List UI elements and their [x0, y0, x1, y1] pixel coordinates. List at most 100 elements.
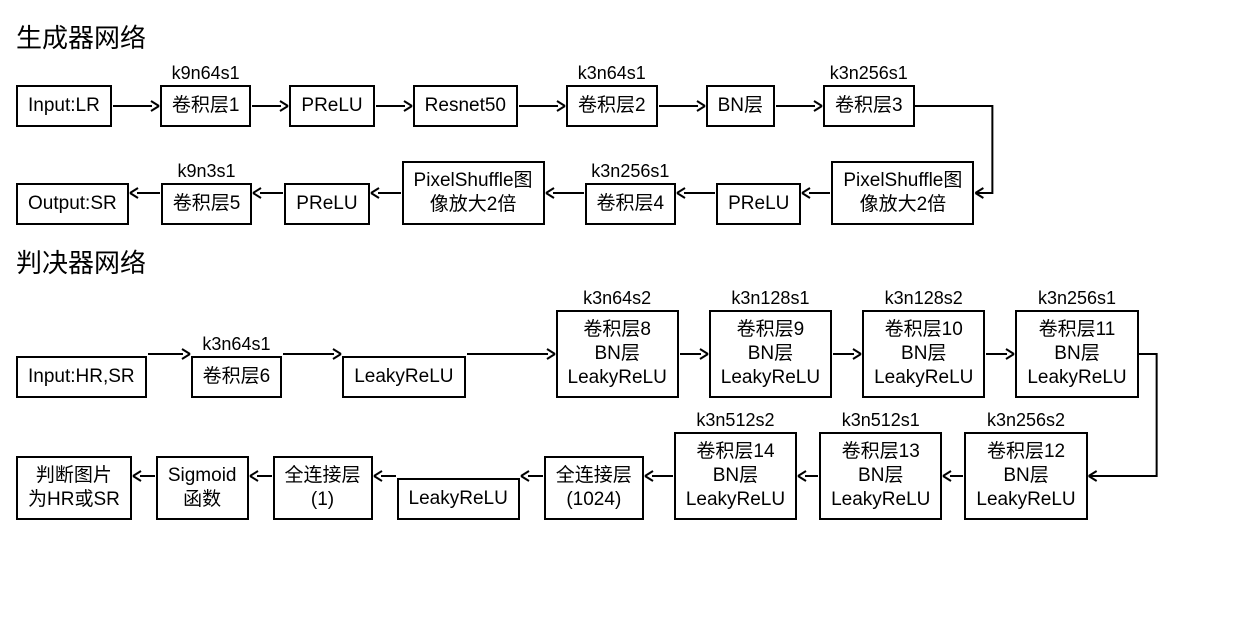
gen-r2-node-3: .PixelShuffle图像放大2倍	[402, 139, 545, 225]
gen-r1-box-2-line-0: PReLU	[301, 94, 362, 118]
dis-r2-box-7: 卷积层12BN层LeakyReLU	[964, 432, 1087, 520]
arrow-right	[518, 85, 566, 127]
arrow-left	[370, 161, 402, 225]
gen-r1-node-1: k9n64s1卷积层1	[160, 63, 252, 127]
arrow-left	[132, 432, 156, 520]
arrow-left	[373, 432, 397, 520]
dis-r2-box-0: 判断图片为HR或SR	[16, 456, 132, 520]
dis-r1-box-2-line-0: LeakyReLU	[354, 365, 453, 389]
dis-r1-node-6: k3n256s1卷积层11BN层LeakyReLU	[1015, 288, 1138, 398]
arrow-left	[545, 161, 585, 225]
dis-r1-node-4: k3n128s1卷积层9BN层LeakyReLU	[709, 288, 832, 398]
dis-r1-box-6: 卷积层11BN层LeakyReLU	[1015, 310, 1138, 398]
dis-r2-box-4-line-1: (1024)	[556, 488, 632, 512]
arrow-right	[832, 310, 862, 398]
dis-r1-node-3: k3n64s2卷积层8BN层LeakyReLU	[556, 288, 679, 398]
arrow-left	[797, 432, 819, 520]
arrow-left	[249, 432, 273, 520]
gen-r1-box-0: Input:LR	[16, 85, 112, 127]
dis-r1-box-3: 卷积层8BN层LeakyReLU	[556, 310, 679, 398]
dis-r1-box-1: 卷积层6	[191, 356, 283, 398]
gen-r1-box-2: PReLU	[289, 85, 374, 127]
dis-r1-toplabel-5: k3n128s2	[885, 288, 963, 308]
dis-r2-box-4: 全连接层(1024)	[544, 456, 644, 520]
gen-r2-node-0: .Output:SR	[16, 161, 129, 225]
gen-r1-box-5-line-0: BN层	[718, 94, 763, 118]
arrow-right	[112, 85, 160, 127]
arrow-left	[801, 161, 831, 225]
dis-r2-node-7: k3n256s2卷积层12BN层LeakyReLU	[964, 410, 1087, 520]
gen-r1-node-6: k3n256s1卷积层3	[823, 63, 915, 127]
gen-r2-node-4: k3n256s1卷积层4	[585, 161, 677, 225]
gen-r2-box-1-line-0: 卷积层5	[173, 192, 241, 216]
gen-r2-box-6: PixelShuffle图像放大2倍	[831, 161, 974, 225]
gen-r2-box-5-line-0: PReLU	[728, 192, 789, 216]
gen-r1-box-5: BN层	[706, 85, 775, 127]
arrow-left	[644, 432, 674, 520]
dis-r1-toplabel-1: k3n64s1	[202, 334, 270, 354]
dis-r1-box-1-line-0: 卷积层6	[203, 365, 271, 389]
arrow-right	[375, 85, 413, 127]
dis-r1-box-0: Input:HR,SR	[16, 356, 147, 398]
dis-r2-box-1-line-1: 函数	[168, 488, 237, 512]
dis-r1-box-3-line-1: BN层	[568, 342, 667, 366]
dis-r1-box-3-line-2: LeakyReLU	[568, 366, 667, 390]
gen-r2-node-2: .PReLU	[284, 161, 369, 225]
dis-r2-toplabel-7: k3n256s2	[987, 410, 1065, 430]
dis-r2-box-1-line-0: Sigmoid	[168, 464, 237, 488]
arrow-right	[147, 310, 191, 398]
gen-r1-node-0: .Input:LR	[16, 63, 112, 127]
dis-r1-box-4-line-0: 卷积层9	[721, 318, 820, 342]
dis-r1-box-6-line-2: LeakyReLU	[1027, 366, 1126, 390]
gen-r1-node-4: k3n64s1卷积层2	[566, 63, 658, 127]
gen-r1-node-2: .PReLU	[289, 63, 374, 127]
dis-r2-box-5-line-1: BN层	[686, 464, 785, 488]
dis-r1-node-2: .LeakyReLU	[342, 334, 465, 398]
discriminator-title: 判决器网络	[16, 243, 1223, 280]
arrow-right	[251, 85, 289, 127]
dis-r2-node-0: .判断图片为HR或SR	[16, 434, 132, 520]
generator-row-1: .Input:LRk9n64s1卷积层1.PReLU.Resnet50k3n64…	[16, 63, 1223, 127]
gen-r1-toplabel-6: k3n256s1	[830, 63, 908, 83]
gen-r1-box-1: 卷积层1	[160, 85, 252, 127]
gen-r2-node-5: .PReLU	[716, 161, 801, 225]
arrow-right	[658, 85, 706, 127]
gen-r1-node-5: .BN层	[706, 63, 775, 127]
gen-r2-box-6-line-0: PixelShuffle图	[843, 169, 962, 193]
arrow-right	[985, 310, 1015, 398]
discriminator-row-1: .Input:HR,SRk3n64s1卷积层6.LeakyReLUk3n64s2…	[16, 288, 1223, 398]
dis-r2-node-2: .全连接层(1)	[273, 434, 373, 520]
gen-r2-box-3: PixelShuffle图像放大2倍	[402, 161, 545, 225]
generator-title: 生成器网络	[16, 18, 1223, 55]
dis-r2-box-7-line-0: 卷积层12	[976, 440, 1075, 464]
dis-r2-box-6-line-2: LeakyReLU	[831, 488, 930, 512]
arrow-left	[129, 161, 161, 225]
gen-r1-box-3: Resnet50	[413, 85, 518, 127]
dis-r1-toplabel-6: k3n256s1	[1038, 288, 1116, 308]
dis-r1-box-5-line-0: 卷积层10	[874, 318, 973, 342]
dis-r1-node-5: k3n128s2卷积层10BN层LeakyReLU	[862, 288, 985, 398]
dis-r2-box-2-line-0: 全连接层	[285, 464, 361, 488]
dis-r2-box-5: 卷积层14BN层LeakyReLU	[674, 432, 797, 520]
dis-r2-box-6: 卷积层13BN层LeakyReLU	[819, 432, 942, 520]
dis-r1-box-4: 卷积层9BN层LeakyReLU	[709, 310, 832, 398]
dis-r2-box-0-line-0: 判断图片	[28, 464, 120, 488]
gen-r1-toplabel-4: k3n64s1	[578, 63, 646, 83]
gen-r1-box-0-line-0: Input:LR	[28, 94, 100, 118]
gen-r1-toplabel-1: k9n64s1	[172, 63, 240, 83]
dis-r2-node-5: k3n512s2卷积层14BN层LeakyReLU	[674, 410, 797, 520]
gen-r1-box-6: 卷积层3	[823, 85, 915, 127]
dis-r1-box-3-line-0: 卷积层8	[568, 318, 667, 342]
dis-r2-toplabel-6: k3n512s1	[842, 410, 920, 430]
dis-r2-toplabel-5: k3n512s2	[696, 410, 774, 430]
arrow-left	[520, 432, 544, 520]
dis-r2-box-0-line-1: 为HR或SR	[28, 488, 120, 512]
gen-r2-box-0-line-0: Output:SR	[28, 192, 117, 216]
dis-r1-box-6-line-0: 卷积层11	[1027, 318, 1126, 342]
dis-r2-box-3: LeakyReLU	[397, 478, 520, 520]
gen-r2-box-4: 卷积层4	[585, 183, 677, 225]
gen-r2-box-0: Output:SR	[16, 183, 129, 225]
dis-r1-node-1: k3n64s1 卷积层6	[191, 334, 283, 398]
dis-r1-toplabel-4: k3n128s1	[731, 288, 809, 308]
discriminator-row-2: .判断图片为HR或SR.Sigmoid函数.全连接层(1).LeakyReLU.…	[16, 410, 1223, 520]
